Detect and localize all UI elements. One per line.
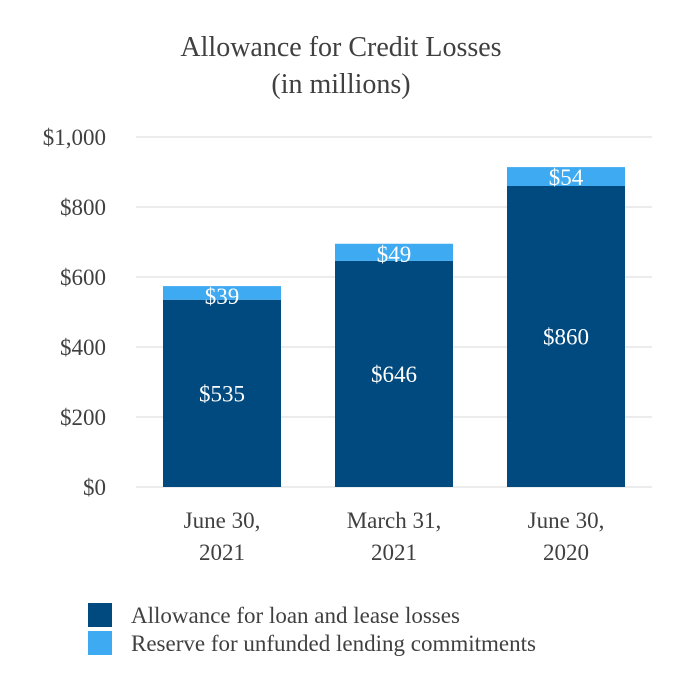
data-label: $49 — [377, 242, 412, 267]
bar-segment — [507, 167, 625, 186]
y-tick-label: $600 — [60, 265, 106, 290]
data-label: $54 — [549, 165, 584, 190]
x-category-label: 2020 — [543, 540, 589, 565]
data-label: $860 — [543, 325, 589, 350]
bar-segment — [507, 186, 625, 487]
chart-title: Allowance for Credit Losses — [180, 32, 501, 63]
x-category-label: June 30, — [528, 508, 605, 533]
y-tick-label: $0 — [83, 475, 106, 500]
bar-segment — [335, 260, 453, 487]
bar-segment — [163, 286, 281, 300]
bar-segment — [163, 299, 281, 487]
x-axis-categories: June 30, 2021 March 31, 2021 June 30, 2020 — [184, 508, 605, 565]
bar-segment — [335, 243, 453, 261]
chart-subtitle: (in millions) — [271, 69, 410, 100]
y-tick-label: $800 — [60, 195, 106, 220]
x-category-label: June 30, — [184, 508, 261, 533]
data-label: $535 — [199, 381, 245, 406]
legend-label: Reserve for unfunded lending commitments — [131, 631, 536, 656]
legend: Allowance for loan and lease losses Reser… — [88, 603, 536, 656]
y-tick-label: $200 — [60, 405, 106, 430]
data-label: $646 — [371, 362, 417, 387]
bars: $535 $39 $646 $49 $860 $54 — [163, 165, 625, 487]
legend-swatch — [88, 631, 112, 655]
y-tick-label: $400 — [60, 335, 106, 360]
y-tick-label: $1,000 — [43, 125, 106, 150]
legend-label: Allowance for loan and lease losses — [131, 603, 460, 628]
x-category-label: 2021 — [371, 540, 417, 565]
data-label: $39 — [205, 284, 240, 309]
x-category-label: 2021 — [199, 540, 245, 565]
legend-swatch — [88, 603, 112, 627]
y-axis-ticks: $0 $200 $400 $600 $800 $1,000 — [43, 125, 106, 500]
x-category-label: March 31, — [347, 508, 442, 533]
